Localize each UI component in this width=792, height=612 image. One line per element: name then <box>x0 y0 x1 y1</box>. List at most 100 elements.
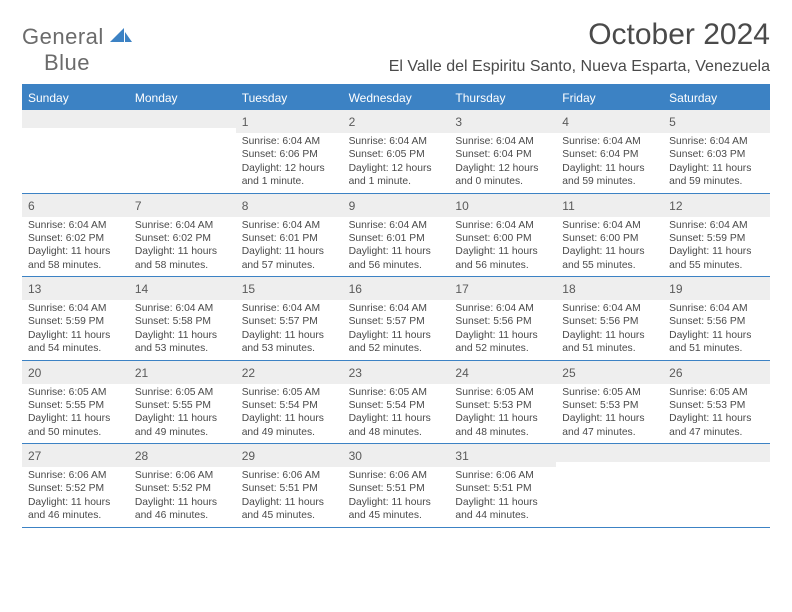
week-row: 13Sunrise: 6:04 AMSunset: 5:59 PMDayligh… <box>22 277 770 361</box>
daynum-row: 2 <box>343 110 450 133</box>
title-block: October 2024 El Valle del Espiritu Santo… <box>389 18 770 76</box>
sunset-text: Sunset: 6:01 PM <box>349 232 444 245</box>
day-details: Sunrise: 6:04 AMSunset: 5:59 PMDaylight:… <box>22 300 129 360</box>
day-number: 29 <box>242 449 255 463</box>
daynum-row <box>129 110 236 128</box>
day-cell: 29 Sunrise: 6:06 AMSunset: 5:51 PMDayligh… <box>236 444 343 527</box>
day-number: 2 <box>349 115 356 129</box>
sunset-text: Sunset: 5:52 PM <box>28 482 123 495</box>
daylight-text: Daylight: 11 hours and 53 minutes. <box>135 329 230 356</box>
day-cell: 20Sunrise: 6:05 AMSunset: 5:55 PMDayligh… <box>22 361 129 444</box>
sunset-text: Sunset: 5:56 PM <box>455 315 550 328</box>
day-cell: 9 Sunrise: 6:04 AMSunset: 6:01 PMDaylight… <box>343 194 450 277</box>
sunrise-text: Sunrise: 6:04 AM <box>349 219 444 232</box>
logo-word1: General <box>22 24 104 49</box>
sunrise-text: Sunrise: 6:06 AM <box>135 469 230 482</box>
sunset-text: Sunset: 5:51 PM <box>349 482 444 495</box>
day-cell: 27 Sunrise: 6:06 AMSunset: 5:52 PMDayligh… <box>22 444 129 527</box>
day-number: 6 <box>28 199 35 213</box>
day-cell: 22Sunrise: 6:05 AMSunset: 5:54 PMDayligh… <box>236 361 343 444</box>
daylight-text: Daylight: 11 hours and 46 minutes. <box>135 496 230 523</box>
daynum-row: 15 <box>236 277 343 300</box>
sunset-text: Sunset: 6:06 PM <box>242 148 337 161</box>
day-number: 10 <box>455 199 468 213</box>
daylight-text: Daylight: 11 hours and 47 minutes. <box>669 412 764 439</box>
daylight-text: Daylight: 11 hours and 56 minutes. <box>349 245 444 272</box>
sunset-text: Sunset: 6:00 PM <box>562 232 657 245</box>
week-row: 6 Sunrise: 6:04 AMSunset: 6:02 PMDaylight… <box>22 194 770 278</box>
daynum-row <box>556 444 663 462</box>
day-details: Sunrise: 6:04 AMSunset: 6:02 PMDaylight:… <box>22 217 129 277</box>
daylight-text: Daylight: 12 hours and 1 minute. <box>242 162 337 189</box>
daylight-text: Daylight: 12 hours and 0 minutes. <box>455 162 550 189</box>
sunset-text: Sunset: 5:59 PM <box>28 315 123 328</box>
day-details: Sunrise: 6:05 AMSunset: 5:55 PMDaylight:… <box>22 384 129 444</box>
daynum-row: 18 <box>556 277 663 300</box>
day-number: 11 <box>562 199 574 213</box>
day-number: 18 <box>562 282 575 296</box>
day-number: 19 <box>669 282 682 296</box>
day-cell <box>663 444 770 527</box>
logo-word2: Blue <box>44 50 90 75</box>
sunrise-text: Sunrise: 6:04 AM <box>135 219 230 232</box>
daynum-row: 14 <box>129 277 236 300</box>
sunset-text: Sunset: 6:00 PM <box>455 232 550 245</box>
daylight-text: Daylight: 11 hours and 54 minutes. <box>28 329 123 356</box>
daynum-row: 31 <box>449 444 556 467</box>
day-cell: 17Sunrise: 6:04 AMSunset: 5:56 PMDayligh… <box>449 277 556 360</box>
sunrise-text: Sunrise: 6:04 AM <box>349 135 444 148</box>
day-cell: 31Sunrise: 6:06 AMSunset: 5:51 PMDayligh… <box>449 444 556 527</box>
day-details: Sunrise: 6:06 AMSunset: 5:51 PMDaylight:… <box>343 467 450 527</box>
daylight-text: Daylight: 11 hours and 45 minutes. <box>349 496 444 523</box>
sunrise-text: Sunrise: 6:04 AM <box>242 219 337 232</box>
day-cell: 21Sunrise: 6:05 AMSunset: 5:55 PMDayligh… <box>129 361 236 444</box>
logo: General Blue <box>22 18 132 76</box>
sunset-text: Sunset: 5:57 PM <box>349 315 444 328</box>
day-cell: 28Sunrise: 6:06 AMSunset: 5:52 PMDayligh… <box>129 444 236 527</box>
sunset-text: Sunset: 6:01 PM <box>242 232 337 245</box>
day-cell: 18 Sunrise: 6:04 AMSunset: 5:56 PMDayligh… <box>556 277 663 360</box>
day-details: Sunrise: 6:06 AMSunset: 5:51 PMDaylight:… <box>236 467 343 527</box>
sunset-text: Sunset: 5:56 PM <box>669 315 764 328</box>
day-details: Sunrise: 6:05 AMSunset: 5:53 PMDaylight:… <box>663 384 770 444</box>
daynum-row: 27 <box>22 444 129 467</box>
dayname-tue: Tuesday <box>236 86 343 110</box>
day-number: 3 <box>455 115 462 129</box>
day-number: 13 <box>28 282 41 296</box>
day-details: Sunrise: 6:04 AMSunset: 5:56 PMDaylight:… <box>556 300 663 360</box>
sunrise-text: Sunrise: 6:04 AM <box>28 302 123 315</box>
dayname-sun: Sunday <box>22 86 129 110</box>
daylight-text: Daylight: 11 hours and 46 minutes. <box>28 496 123 523</box>
daylight-text: Daylight: 11 hours and 48 minutes. <box>349 412 444 439</box>
sunrise-text: Sunrise: 6:04 AM <box>242 135 337 148</box>
day-cell <box>22 110 129 193</box>
daynum-row: 11 <box>556 194 663 217</box>
sunrise-text: Sunrise: 6:06 AM <box>28 469 123 482</box>
day-cell: 14Sunrise: 6:04 AMSunset: 5:58 PMDayligh… <box>129 277 236 360</box>
daynum-row: 28 <box>129 444 236 467</box>
sunrise-text: Sunrise: 6:05 AM <box>455 386 550 399</box>
logo-text: General Blue <box>22 24 132 76</box>
day-cell: 3Sunrise: 6:04 AMSunset: 6:04 PMDaylight… <box>449 110 556 193</box>
day-details: Sunrise: 6:06 AMSunset: 5:51 PMDaylight:… <box>449 467 556 527</box>
sunset-text: Sunset: 5:54 PM <box>242 399 337 412</box>
day-number: 26 <box>669 366 682 380</box>
daynum-row: 24 <box>449 361 556 384</box>
day-number: 17 <box>455 282 468 296</box>
daylight-text: Daylight: 11 hours and 59 minutes. <box>562 162 657 189</box>
week-row: 27Sunrise: 6:06 AMSunset: 5:52 PMDayligh… <box>22 444 770 528</box>
daylight-text: Daylight: 11 hours and 47 minutes. <box>562 412 657 439</box>
daylight-text: Daylight: 11 hours and 52 minutes. <box>349 329 444 356</box>
day-cell: 16Sunrise: 6:04 AMSunset: 5:57 PMDayligh… <box>343 277 450 360</box>
day-cell: 25Sunrise: 6:05 AMSunset: 5:53 PMDayligh… <box>556 361 663 444</box>
daylight-text: Daylight: 11 hours and 51 minutes. <box>669 329 764 356</box>
sunrise-text: Sunrise: 6:06 AM <box>349 469 444 482</box>
daynum-row: 7 <box>129 194 236 217</box>
dayname-wed: Wednesday <box>343 86 450 110</box>
day-number: 9 <box>349 199 356 213</box>
day-cell: 1Sunrise: 6:04 AMSunset: 6:06 PMDaylight… <box>236 110 343 193</box>
daynum-row: 5 <box>663 110 770 133</box>
day-details: Sunrise: 6:05 AMSunset: 5:53 PMDaylight:… <box>449 384 556 444</box>
day-cell <box>556 444 663 527</box>
week-row: 1Sunrise: 6:04 AMSunset: 6:06 PMDaylight… <box>22 110 770 194</box>
